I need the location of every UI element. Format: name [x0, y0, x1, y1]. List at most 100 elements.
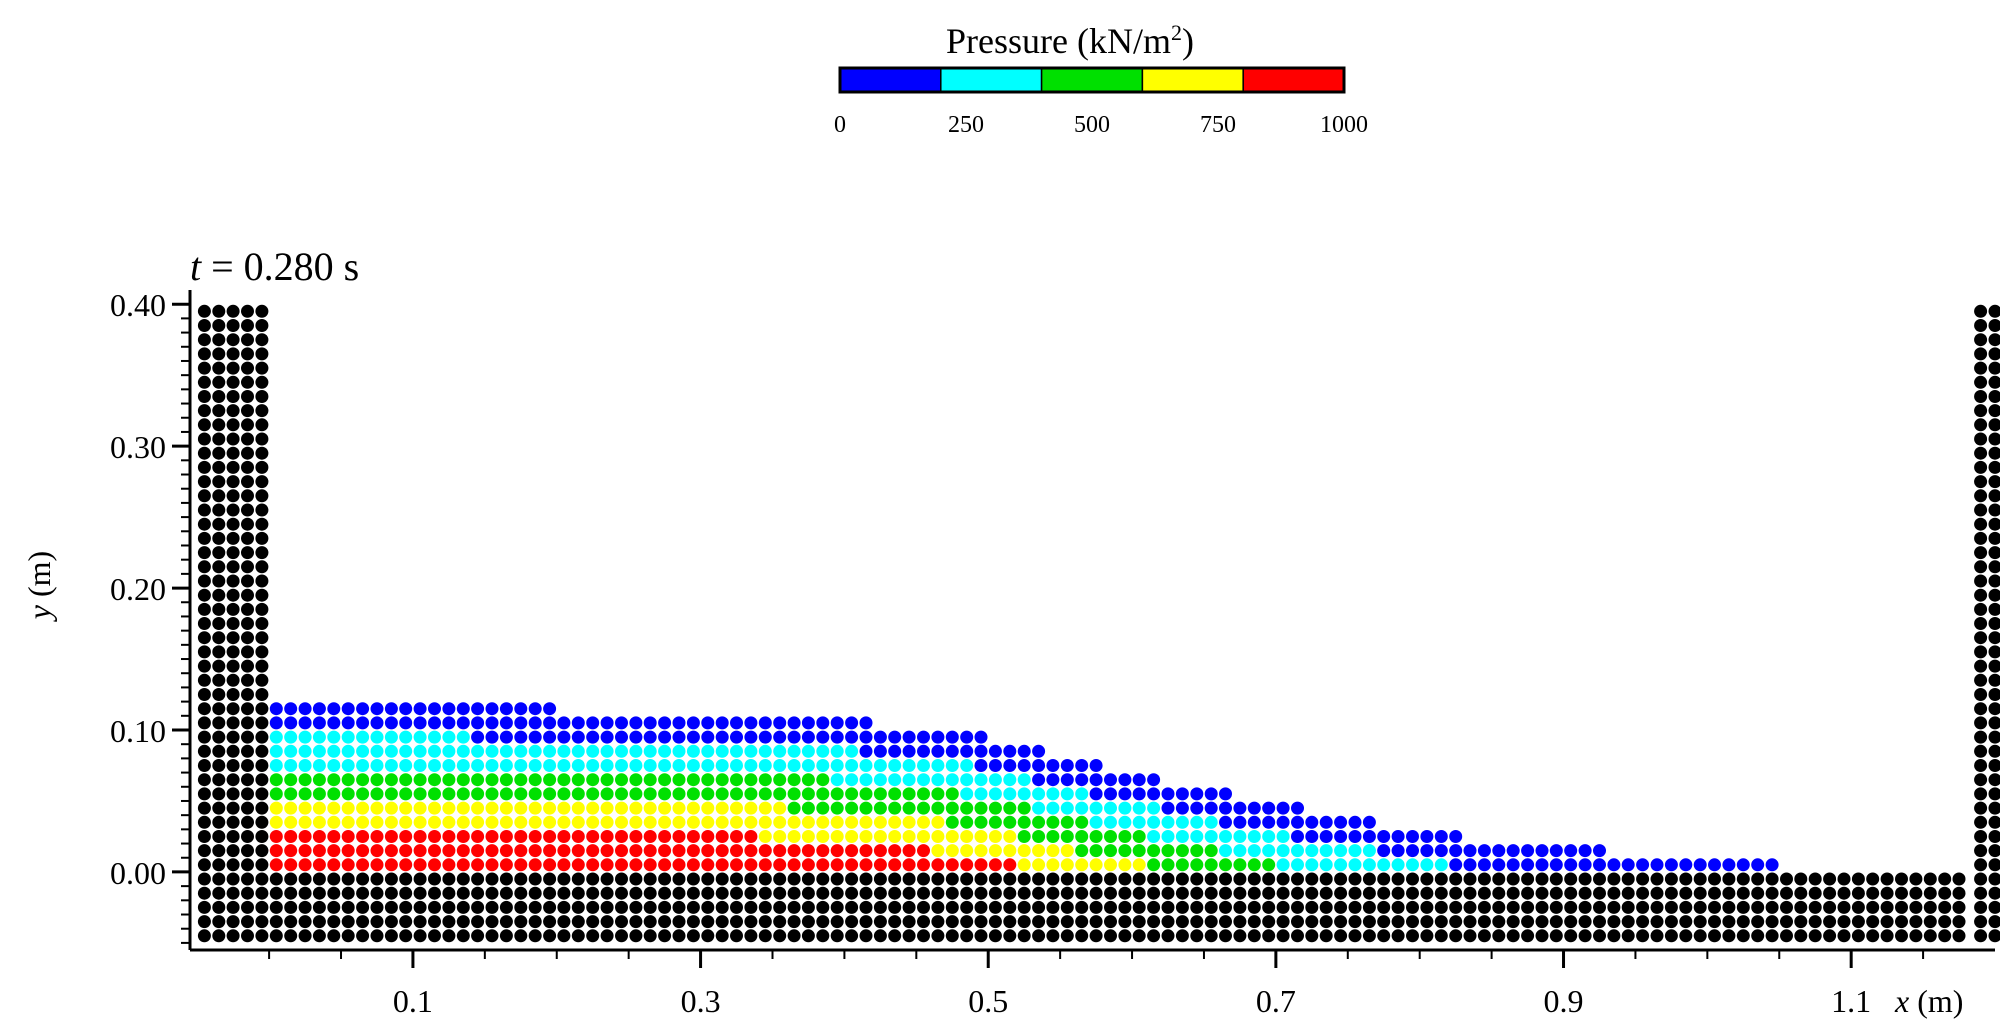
fluid-particle [327, 815, 341, 829]
boundary-particle [399, 900, 413, 914]
boundary-particle [399, 872, 413, 886]
colorbar-segment [1040, 67, 1144, 93]
boundary-particle [241, 815, 254, 829]
boundary-particle [758, 886, 772, 900]
boundary-particle [1060, 929, 1074, 943]
fluid-particle [873, 801, 887, 815]
fluid-particle [312, 844, 326, 858]
boundary-particle [845, 900, 859, 914]
colorbar-segment [940, 67, 1043, 93]
fluid-particle [845, 744, 859, 758]
fluid-particle [399, 759, 413, 772]
fluid-particle [701, 815, 715, 829]
boundary-particle [1549, 886, 1563, 900]
fluid-particle [1204, 844, 1218, 858]
fluid-particle [284, 801, 298, 815]
boundary-particle [1118, 915, 1132, 929]
fluid-particle [1046, 759, 1060, 772]
boundary-particle [1607, 872, 1621, 886]
fluid-particle [543, 815, 557, 829]
boundary-particle [1132, 915, 1146, 929]
fluid-particle [284, 815, 298, 829]
fluid-particle [384, 744, 398, 758]
boundary-particle [269, 886, 283, 900]
fluid-particle [615, 716, 628, 730]
boundary-particle [1866, 886, 1880, 900]
fluid-particle [974, 830, 988, 843]
boundary-particle [1679, 929, 1693, 943]
fluid-particle [341, 815, 355, 829]
boundary-particle [197, 673, 211, 687]
fluid-particle [672, 730, 686, 744]
fluid-particle [873, 759, 887, 772]
boundary-particle [845, 886, 859, 900]
boundary-particle [629, 900, 643, 914]
boundary-particle [1636, 900, 1650, 914]
boundary-particle [1974, 588, 1988, 602]
fluid-particle [543, 830, 557, 843]
fluid-particle [1132, 773, 1146, 787]
boundary-particle [1693, 900, 1707, 914]
fluid-particle [715, 773, 729, 787]
boundary-particle [1319, 900, 1333, 914]
y-tick-label: 0.30 [110, 429, 166, 465]
boundary-particle [197, 333, 211, 347]
boundary-particle [873, 929, 887, 943]
fluid-particle [1089, 858, 1103, 872]
fluid-particle [485, 801, 499, 815]
fluid-particle [1032, 801, 1046, 815]
fluid-particle [1032, 830, 1046, 843]
fluid-particle [1032, 844, 1046, 858]
boundary-particle [499, 872, 513, 886]
colorbar-segment [1242, 67, 1345, 93]
boundary-particle [255, 815, 269, 829]
boundary-particle [816, 929, 830, 943]
fluid-particle [917, 744, 930, 758]
boundary-particle [241, 900, 254, 914]
fluid-particle [873, 830, 887, 843]
boundary-particle [1988, 503, 2000, 517]
fluid-particle [672, 844, 686, 858]
boundary-particle [226, 844, 240, 858]
fluid-particle [816, 759, 830, 772]
boundary-particle [1952, 886, 1966, 900]
fluid-particle [1348, 858, 1362, 872]
boundary-particle [197, 489, 211, 503]
fluid-particle [399, 744, 413, 758]
boundary-particle [1406, 929, 1419, 943]
fluid-particle [945, 787, 959, 801]
fluid-particle [1089, 787, 1103, 801]
boundary-particle [931, 900, 945, 914]
boundary-particle [1319, 929, 1333, 943]
fluid-particle [1089, 759, 1103, 772]
fluid-particle [672, 716, 686, 730]
boundary-particle [1895, 929, 1908, 943]
fluid-particle [1362, 830, 1376, 843]
boundary-particle [212, 432, 226, 446]
boundary-particle [873, 886, 887, 900]
boundary-particle [1938, 886, 1952, 900]
boundary-particle [226, 631, 240, 645]
boundary-particle [571, 915, 585, 929]
fluid-particle [730, 801, 743, 815]
boundary-particle [241, 546, 254, 560]
fluid-particle [988, 801, 1002, 815]
fluid-particle [945, 730, 959, 744]
fluid-particle [816, 815, 830, 829]
fluid-particle [701, 759, 715, 772]
boundary-particle [428, 900, 441, 914]
fluid-particle [1147, 787, 1161, 801]
fluid-particle [557, 858, 571, 872]
boundary-particle [226, 915, 240, 929]
fluid-particle [1060, 773, 1074, 787]
fluid-particle [960, 858, 974, 872]
fluid-particle [960, 759, 974, 772]
fluid-particle [873, 815, 887, 829]
boundary-particle [413, 929, 427, 943]
fluid-particle [528, 744, 542, 758]
boundary-particle [715, 886, 729, 900]
fluid-particle [1161, 830, 1175, 843]
boundary-particle [212, 446, 226, 460]
boundary-particle [241, 617, 254, 630]
fluid-particle [988, 844, 1002, 858]
